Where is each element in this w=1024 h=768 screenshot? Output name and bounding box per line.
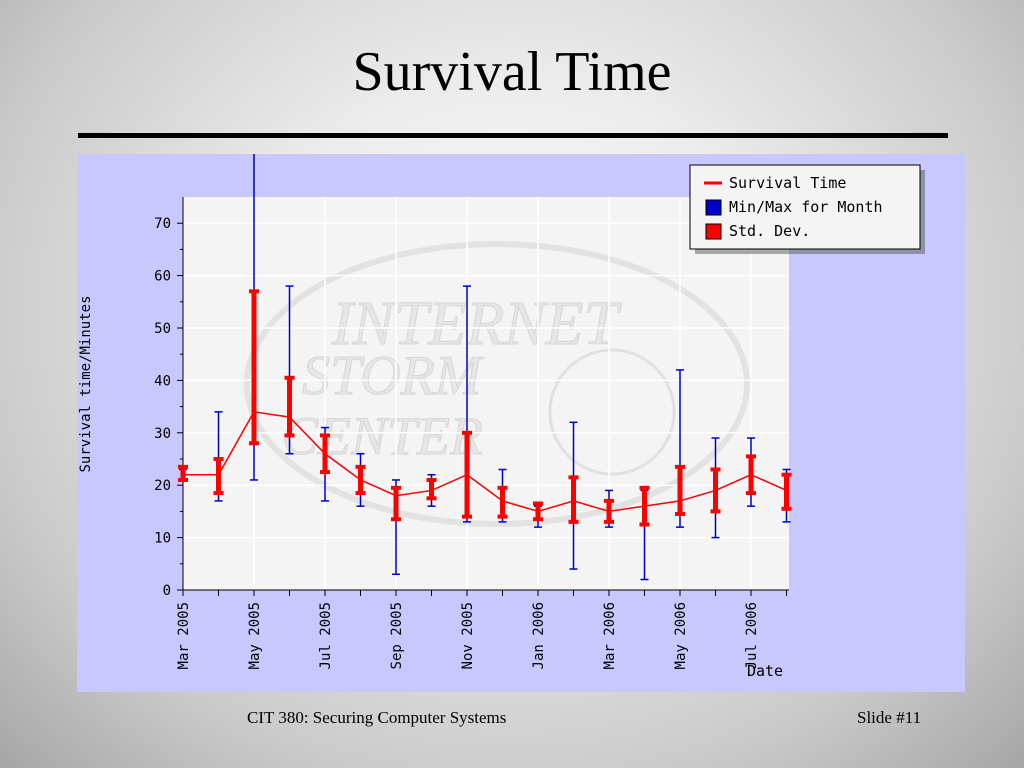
legend-label: Survival Time <box>729 174 846 192</box>
legend-box <box>689 164 921 250</box>
y-axis-label: Survival time/Minutes <box>78 295 94 472</box>
x-tick-label: Sep 2005 <box>389 602 405 669</box>
footer-course-name: CIT 380: Securing Computer Systems <box>247 708 507 727</box>
legend-swatch-minmax <box>705 199 722 216</box>
slide-title: Survival Time <box>352 41 672 103</box>
watermark-word: CENTER <box>282 406 483 466</box>
axes: 0 10 20 30 40 50 60 70 Mar 2005 May 2005 Jul 2005 S… <box>78 197 789 680</box>
y-tick-label: 0 <box>163 583 171 599</box>
survival-time-line <box>183 411 787 513</box>
x-tick-label: May 2006 <box>673 602 689 669</box>
y-tick-label: 20 <box>154 478 171 494</box>
y-tick-label: 50 <box>154 321 171 337</box>
x-tick-label: Mar 2006 <box>602 602 618 669</box>
plot-area <box>183 197 789 590</box>
watermark-globe <box>548 348 676 476</box>
x-tick-label: Nov 2005 <box>460 602 476 669</box>
y-tick-label: 60 <box>154 269 171 285</box>
chart-panel: INTERNET STORM CENTER 0 10 20 30 40 50 60 70 Mar 2… <box>77 154 965 692</box>
x-axis-label: Date <box>747 662 783 680</box>
x-tick-label: Jan 2006 <box>531 602 547 669</box>
legend-label: Std. Dev. <box>729 222 810 240</box>
y-tick-label: 70 <box>154 216 171 232</box>
y-tick-label: 40 <box>154 373 171 389</box>
watermark-word: INTERNET <box>331 290 622 358</box>
y-tick-label: 10 <box>154 531 171 547</box>
x-tick-label: May 2005 <box>247 602 263 669</box>
data-marks <box>178 154 792 581</box>
legend-label: Min/Max for Month <box>729 198 883 216</box>
watermark-word: STORM <box>302 345 485 407</box>
x-tick-label: Jul 2005 <box>318 602 334 669</box>
legend: Survival Time Min/Max for Month Std. Dev. <box>689 164 925 254</box>
y-tick-label: 30 <box>154 426 171 442</box>
x-tick-label: Mar 2005 <box>176 602 192 669</box>
x-tick-label: Jul 2006 <box>744 602 760 669</box>
watermark-ellipse <box>244 241 750 527</box>
title-divider <box>78 133 948 138</box>
legend-swatch-stddev <box>705 223 722 240</box>
footer-slide-number: Slide #11 <box>857 708 922 727</box>
